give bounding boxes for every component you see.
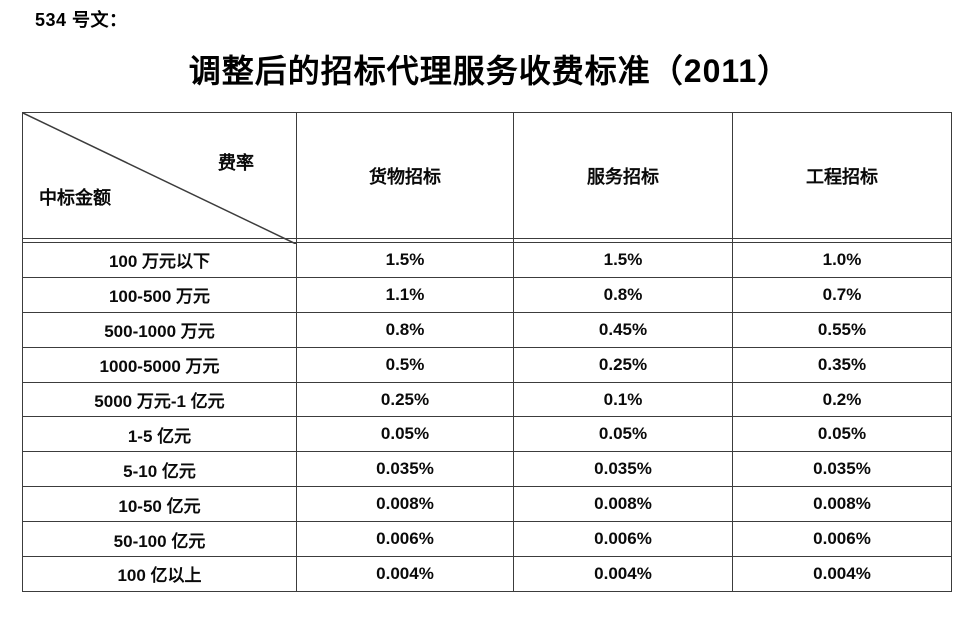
column-header-engineering-tender: 工程招标 — [732, 112, 952, 239]
amount-cell: 500-1000 万元 — [22, 311, 297, 348]
amount-cell: 1000-5000 万元 — [22, 346, 297, 383]
rate-cell: 1.5% — [296, 242, 514, 278]
rate-cell: 0.05% — [732, 416, 952, 453]
fee-table-body: 100 万元以下 1.5% 1.5% 1.0% 100-500 万元 1.1% 0.8% 0.… — [22, 242, 952, 592]
rate-cell: 0.006% — [732, 521, 952, 558]
rate-cell: 0.8% — [296, 311, 514, 348]
header-row: 费率 中标金额 货物招标 服务招标 工程招标 — [22, 112, 952, 239]
rate-cell: 0.004% — [732, 556, 952, 592]
page-title: 调整后的招标代理服务收费标准（2011） — [188, 53, 791, 89]
rate-cell: 0.006% — [513, 521, 733, 558]
diagonal-line-icon — [23, 113, 296, 244]
rate-cell: 0.35% — [732, 346, 952, 383]
rate-cell: 0.035% — [732, 451, 952, 488]
rate-cell: 0.25% — [513, 346, 733, 383]
table-row: 500-1000 万元 0.8% 0.45% 0.55% — [22, 311, 952, 348]
column-header-service-tender: 服务招标 — [513, 112, 733, 239]
rate-cell: 0.008% — [296, 486, 514, 523]
rate-cell: 0.2% — [732, 381, 952, 418]
table-row: 100 亿以上 0.004% 0.004% 0.004% — [22, 556, 952, 592]
amount-cell: 100-500 万元 — [22, 276, 297, 313]
corner-label-amount: 中标金额 — [39, 188, 111, 208]
table-row: 1-5 亿元 0.05% 0.05% 0.05% — [22, 416, 952, 453]
rate-cell: 0.7% — [732, 276, 952, 313]
amount-cell: 10-50 亿元 — [22, 486, 297, 523]
corner-header-cell: 费率 中标金额 — [22, 112, 297, 239]
amount-cell: 5-10 亿元 — [22, 451, 297, 488]
corner-cell-content: 费率 中标金额 — [23, 113, 296, 238]
rate-cell: 0.1% — [513, 381, 733, 418]
rate-cell: 0.05% — [296, 416, 514, 453]
rate-cell: 0.006% — [296, 521, 514, 558]
table-row: 50-100 亿元 0.006% 0.006% 0.006% — [22, 521, 952, 558]
corner-label-rate: 费率 — [218, 153, 254, 173]
rate-cell: 0.004% — [513, 556, 733, 592]
gap-cell — [732, 238, 952, 243]
amount-cell: 1-5 亿元 — [22, 416, 297, 453]
fee-table: 费率 中标金额 货物招标 服务招标 工程招标 100 万元以下 1.5% 1.5% 1… — [22, 112, 952, 592]
rate-cell: 0.5% — [296, 346, 514, 383]
table-row: 5-10 亿元 0.035% 0.035% 0.035% — [22, 451, 952, 488]
table-row: 100-500 万元 1.1% 0.8% 0.7% — [22, 276, 952, 313]
doc-number-label: 534 号文： — [35, 10, 128, 30]
rate-cell: 0.035% — [296, 451, 514, 488]
table-row: 1000-5000 万元 0.5% 0.25% 0.35% — [22, 346, 952, 383]
rate-cell: 0.8% — [513, 276, 733, 313]
rate-cell: 1.0% — [732, 242, 952, 278]
rate-cell: 0.008% — [513, 486, 733, 523]
table-row: 5000 万元-1 亿元 0.25% 0.1% 0.2% — [22, 381, 952, 418]
rate-cell: 0.004% — [296, 556, 514, 592]
rate-cell: 0.55% — [732, 311, 952, 348]
amount-cell: 50-100 亿元 — [22, 521, 297, 558]
table-row: 10-50 亿元 0.008% 0.008% 0.008% — [22, 486, 952, 523]
rate-cell: 0.25% — [296, 381, 514, 418]
rate-cell: 1.1% — [296, 276, 514, 313]
amount-cell: 100 万元以下 — [22, 242, 297, 278]
column-header-goods-tender: 货物招标 — [296, 112, 514, 239]
rate-cell: 0.45% — [513, 311, 733, 348]
rate-cell: 1.5% — [513, 242, 733, 278]
rate-cell: 0.008% — [732, 486, 952, 523]
amount-cell: 5000 万元-1 亿元 — [22, 381, 297, 418]
rate-cell: 0.05% — [513, 416, 733, 453]
table-row: 100 万元以下 1.5% 1.5% 1.0% — [22, 242, 952, 278]
rate-cell: 0.035% — [513, 451, 733, 488]
amount-cell: 100 亿以上 — [22, 556, 297, 592]
